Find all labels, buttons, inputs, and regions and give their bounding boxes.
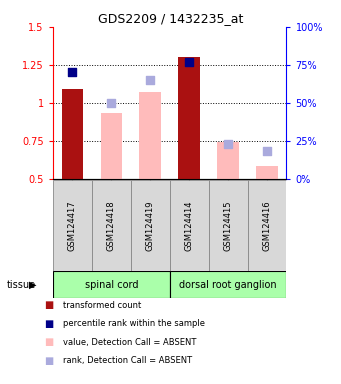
Bar [53,271,169,298]
Text: percentile rank within the sample: percentile rank within the sample [63,319,205,328]
Bar [209,180,248,271]
Text: dorsal root ganglion: dorsal root ganglion [179,280,277,290]
Point [187,59,192,65]
Text: GSM124416: GSM124416 [263,200,271,251]
Point [108,100,114,106]
Bar [62,89,83,179]
Point [225,141,231,147]
Text: ■: ■ [44,337,54,347]
Text: GSM124418: GSM124418 [107,200,116,251]
Bar [217,142,239,179]
Point [147,77,153,83]
Bar [92,180,131,271]
Point [264,148,270,154]
Text: value, Detection Call = ABSENT: value, Detection Call = ABSENT [63,338,196,347]
Text: ■: ■ [44,356,54,366]
Bar [178,57,200,179]
Text: ■: ■ [44,300,54,310]
Text: GSM124415: GSM124415 [224,200,233,251]
Text: transformed count: transformed count [63,301,141,310]
Bar [131,180,169,271]
Bar [248,180,286,271]
Text: rank, Detection Call = ABSENT: rank, Detection Call = ABSENT [63,356,192,365]
Bar [101,113,122,179]
Bar [139,92,161,179]
Text: tissue: tissue [7,280,36,290]
Text: GSM124414: GSM124414 [184,200,194,251]
Bar [53,180,92,271]
Text: spinal cord: spinal cord [85,280,138,290]
Text: GDS2209 / 1432235_at: GDS2209 / 1432235_at [98,12,243,25]
Text: ▶: ▶ [29,280,36,290]
Text: GSM124419: GSM124419 [146,200,155,251]
Bar [169,180,209,271]
Bar [256,166,278,179]
Bar [169,271,286,298]
Point [70,70,75,76]
Text: ■: ■ [44,319,54,329]
Text: GSM124417: GSM124417 [68,200,77,251]
